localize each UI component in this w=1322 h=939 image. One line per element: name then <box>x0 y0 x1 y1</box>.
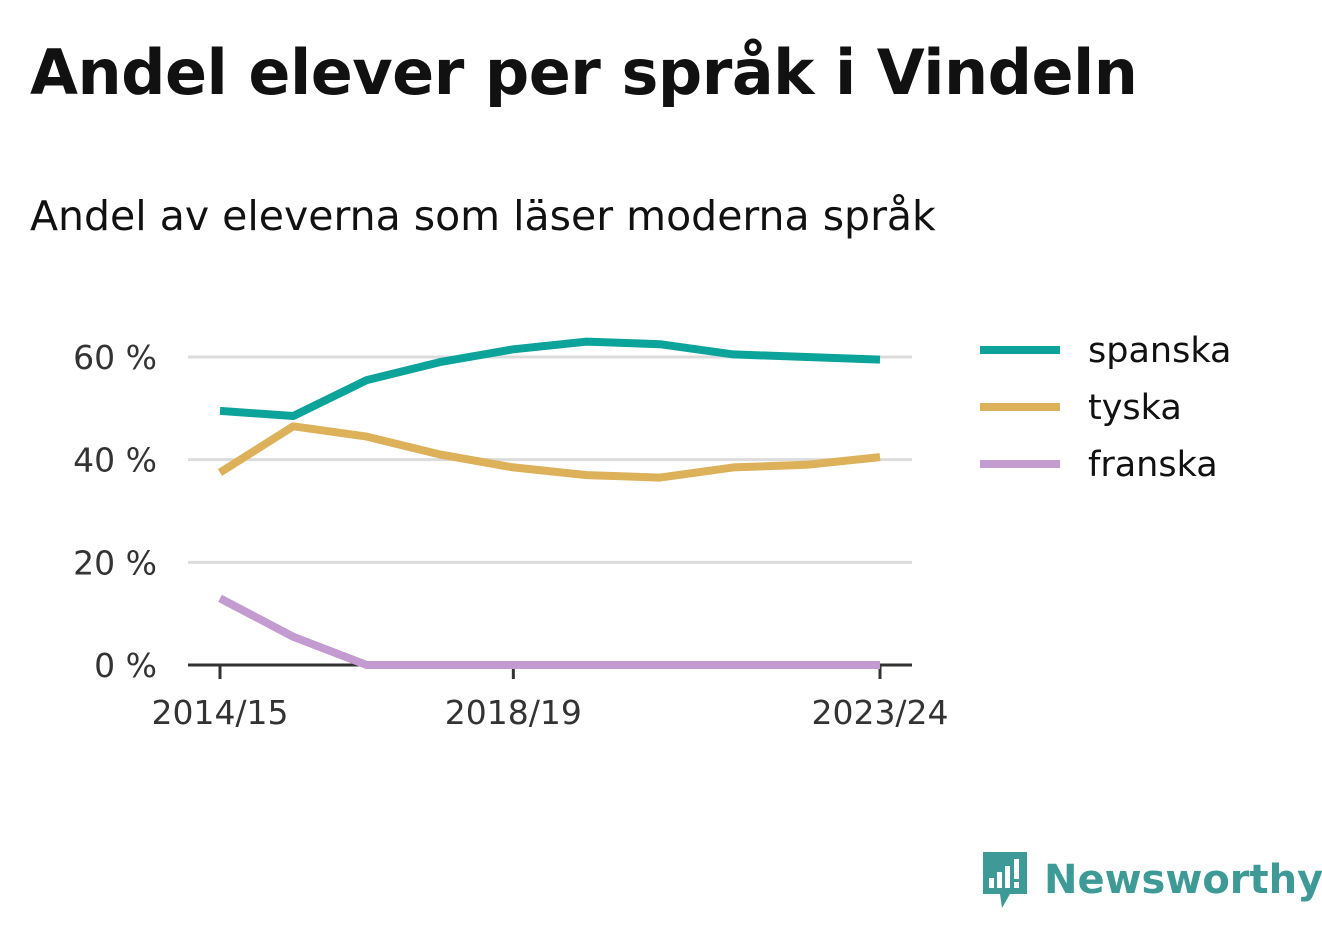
gridlines: 0 % 20 % 40 % 60 % <box>73 338 912 685</box>
brand-name: Newsworthy <box>1044 857 1322 903</box>
x-tick-label: 2018/19 <box>445 693 582 732</box>
y-tick-label: 40 % <box>73 441 157 480</box>
legend-label: franska <box>1088 445 1218 485</box>
x-tick-label: 2023/24 <box>811 693 948 732</box>
x-tick-label: 2014/15 <box>151 693 288 732</box>
legend: spanska tyska franska <box>980 331 1231 485</box>
series-line-spanska <box>219 337 881 420</box>
chart-title: Andel elever per språk i Vindeln <box>30 36 1138 109</box>
series-line-tyska <box>217 422 881 482</box>
legend-label: tyska <box>1088 388 1182 428</box>
legend-item-tyska: tyska <box>980 388 1182 428</box>
y-tick-label: 0 % <box>94 646 157 685</box>
chart-subtitle: Andel av eleverna som läser moderna språ… <box>30 192 936 240</box>
series-lines <box>217 337 881 669</box>
legend-item-spanska: spanska <box>980 331 1231 371</box>
legend-label: spanska <box>1088 331 1231 371</box>
y-tick-label: 60 % <box>73 338 157 377</box>
legend-item-franska: franska <box>980 445 1218 485</box>
bar-chart-speech-bubble-icon <box>983 852 1027 908</box>
series-line-franska <box>218 594 880 669</box>
x-axis: 2014/15 2018/19 2023/24 <box>151 663 949 732</box>
y-tick-label: 20 % <box>73 543 157 582</box>
brand-logo: Newsworthy <box>980 850 1322 910</box>
